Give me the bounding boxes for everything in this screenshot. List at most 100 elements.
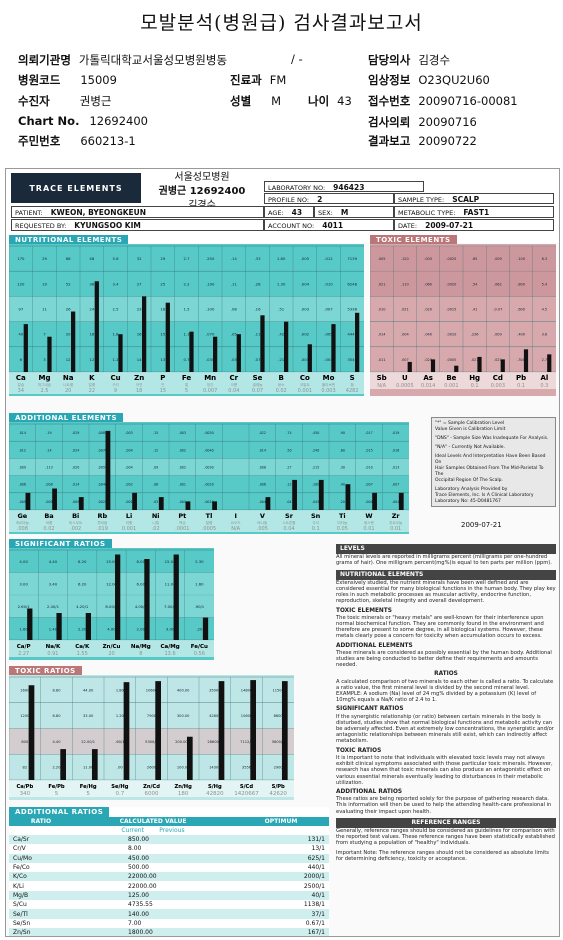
bar-ti bbox=[345, 484, 351, 510]
ratio-name: Mg/B bbox=[9, 890, 73, 901]
scale-label: 4441 bbox=[347, 332, 357, 337]
label-strip bbox=[9, 372, 364, 394]
scale-label: 11500 bbox=[272, 688, 284, 692]
category-label-top: W bbox=[365, 512, 372, 520]
reference-band bbox=[9, 728, 294, 755]
scale-label: 32 bbox=[137, 256, 142, 261]
scale-label: 4.5 bbox=[542, 308, 548, 312]
scale-label: .12 bbox=[153, 448, 158, 452]
category-label-top: Ca/Pb bbox=[16, 784, 33, 790]
bar-k bbox=[94, 281, 99, 372]
nutritional-elements-heading: NUTRITIONAL ELEMENTS bbox=[336, 569, 556, 580]
category-label-top: Sn bbox=[311, 512, 321, 520]
scale-label: 5300/1 bbox=[145, 740, 158, 744]
scale-label: 120 bbox=[17, 281, 25, 286]
legend-line: Trace Elements, Inc. Is A Clinical Labor… bbox=[435, 493, 534, 498]
chart-no-value: 12692400 bbox=[89, 114, 148, 128]
scale-label: .20 bbox=[196, 626, 203, 631]
bar-mo bbox=[331, 324, 336, 372]
id-label: 주민번호 bbox=[18, 134, 61, 148]
header-age-value: 43 bbox=[291, 208, 303, 217]
reference-band bbox=[9, 296, 364, 322]
scale-label: .004 bbox=[301, 281, 310, 286]
scale-label: .08 bbox=[231, 307, 238, 312]
scale-label: 1.2 bbox=[112, 357, 119, 362]
ratio-value: 1800.00 bbox=[73, 927, 233, 936]
toxic-ratios-chart-svg: 1600120080082Ca/Pb3408.806.804.402.20Fe/… bbox=[9, 676, 294, 797]
scale-label: 3.6 bbox=[542, 333, 548, 337]
category-label-top: Na/Mg bbox=[131, 644, 151, 650]
scale-label: .21 bbox=[278, 357, 285, 362]
bar-fe-hg bbox=[91, 749, 98, 780]
scale-label: 18 bbox=[89, 332, 94, 337]
bar-al bbox=[547, 354, 552, 372]
bar-li bbox=[132, 492, 137, 510]
category-label-top: Li bbox=[126, 512, 132, 520]
additional-chart-svg: .014.012.009.006.005Ge게르마늄.008.19.14.113… bbox=[9, 423, 409, 532]
scale-label: .005 bbox=[378, 257, 386, 261]
scale-label: .190 bbox=[206, 281, 215, 286]
scale-label: 26 bbox=[66, 307, 71, 312]
requested-value: KYUNGSOO KIM bbox=[74, 221, 141, 230]
category-label-top: Fe/Pb bbox=[48, 784, 65, 790]
scale-label: .0040 bbox=[98, 483, 107, 487]
scale-label: .0005 bbox=[446, 358, 456, 362]
scale-label: .007 bbox=[401, 358, 409, 362]
ratio-value: 850.00 bbox=[73, 835, 233, 845]
category-label-top: Fe bbox=[182, 374, 191, 382]
scale-label: 1.80 bbox=[277, 256, 286, 261]
category-label-top: Pt bbox=[178, 512, 186, 520]
bar-zn-hg bbox=[186, 736, 193, 780]
category-label-top: Sb bbox=[377, 374, 387, 382]
scale-label: .007 bbox=[324, 307, 333, 312]
ratio-name: Zn/Sn bbox=[9, 927, 73, 936]
ratio-value: 22000.00 bbox=[128, 882, 157, 890]
bar-pb bbox=[523, 349, 529, 372]
scale-label: 4.40 bbox=[52, 740, 61, 744]
scale-label: 1.40 bbox=[49, 626, 58, 631]
ratio-name: S/Cu bbox=[13, 901, 27, 909]
scale-label: 2.5 bbox=[112, 307, 119, 312]
scale-label: 23 bbox=[137, 307, 142, 312]
scale-label: .062 bbox=[494, 282, 502, 286]
scale-label: 5.6 bbox=[112, 256, 119, 261]
bar-na-k bbox=[56, 613, 62, 640]
scale-label: 6.80 bbox=[52, 714, 61, 718]
scale-label: .030 bbox=[206, 357, 215, 362]
sex-label: 성별 bbox=[230, 94, 252, 108]
scale-label: 7900 bbox=[147, 714, 157, 718]
report-date-value: 20090722 bbox=[418, 134, 477, 148]
dept-label: 진료과 bbox=[230, 73, 262, 87]
scale-label: 13 bbox=[160, 357, 165, 362]
scale-label: 12 bbox=[89, 357, 94, 362]
scale-label: 7 bbox=[43, 332, 46, 337]
bar-na bbox=[71, 311, 76, 372]
scale-label: 800 bbox=[21, 740, 29, 744]
ratio-row: K/Li 22000.00 2500/1 bbox=[9, 881, 329, 890]
scale-label: .070 bbox=[206, 332, 215, 337]
toxic-heading: TOXIC ELEMENTS bbox=[370, 235, 457, 245]
report-date-label: 결과보고 bbox=[368, 134, 411, 148]
scale-label: 11 bbox=[42, 307, 47, 312]
toxic-elements-heading: TOXIC ELEMENTS bbox=[336, 607, 392, 614]
patient-value: 권병근 bbox=[79, 94, 112, 108]
ratio-name: Cu/Mo bbox=[9, 853, 73, 863]
scale-label: 6.20 bbox=[78, 559, 87, 564]
label-strip bbox=[9, 780, 294, 797]
ratio-row: Zn/Sn 1800.00 167/1 bbox=[9, 927, 329, 936]
ratio-name: Se/Tl bbox=[9, 909, 73, 919]
scale-label: .007 bbox=[365, 483, 372, 487]
scale-label: .002 bbox=[301, 332, 310, 337]
scale-label: 33.00 bbox=[83, 714, 94, 718]
scale-label: .014 bbox=[378, 333, 387, 337]
scale-label: 15.00 bbox=[165, 559, 176, 564]
requested-box: REQUESTED BY: KYUNGSOO KIM bbox=[11, 219, 264, 231]
ratio-row: Cr/V 8.00 13/1 bbox=[9, 844, 329, 853]
scale-label: 6248 bbox=[347, 281, 357, 286]
scale-label: 1.5 bbox=[183, 307, 190, 312]
scale-label: .11 bbox=[231, 281, 238, 286]
scale-label: 10600 bbox=[146, 688, 158, 692]
scale-label: 66 bbox=[66, 256, 71, 261]
scale-label: 1.80 bbox=[116, 688, 125, 692]
scale-label: .0040 bbox=[204, 448, 213, 452]
